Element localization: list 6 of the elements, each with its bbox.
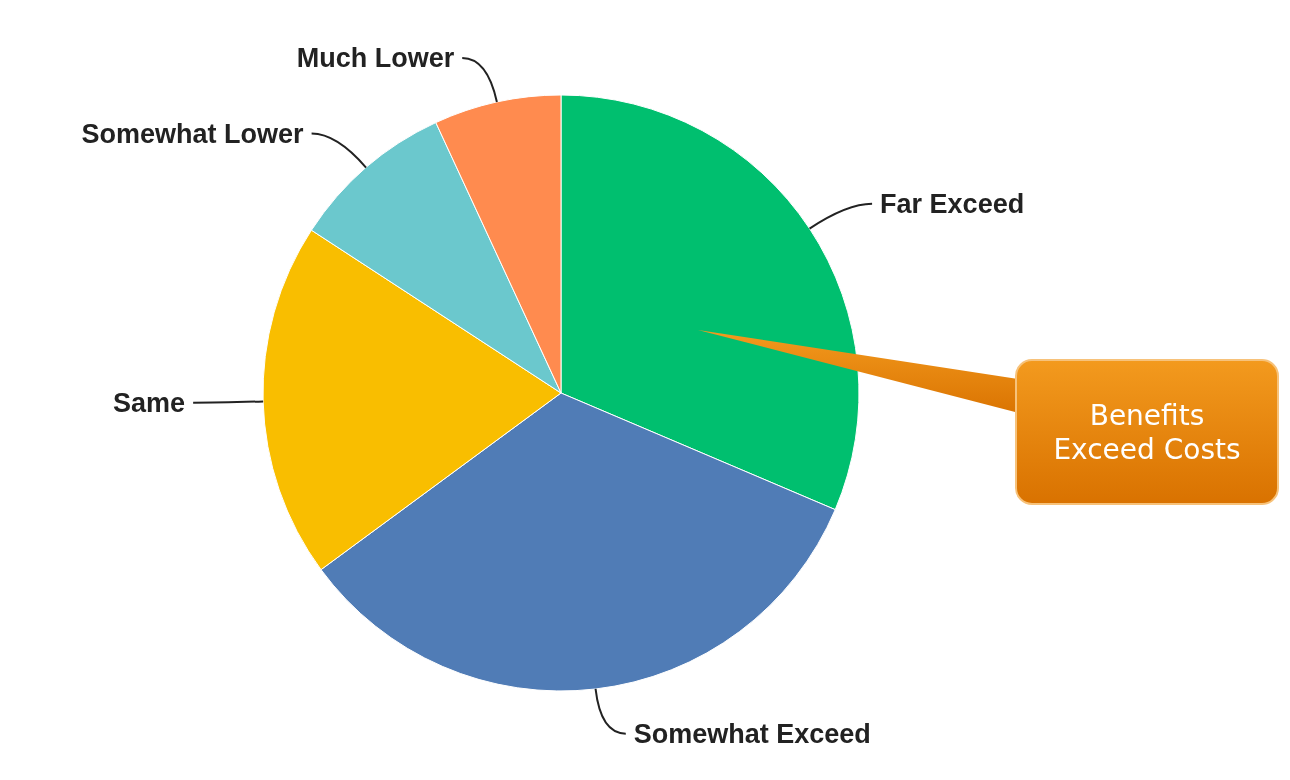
slice-label: Far Exceed xyxy=(880,189,1025,220)
slice-label: Somewhat Exceed xyxy=(633,719,871,750)
slice-label: Same xyxy=(113,388,186,419)
text: Benefits Exceed Costs xyxy=(1053,398,1241,466)
slice-label: Much Lower xyxy=(296,43,455,74)
slice-label: Somewhat Lower xyxy=(81,119,305,150)
